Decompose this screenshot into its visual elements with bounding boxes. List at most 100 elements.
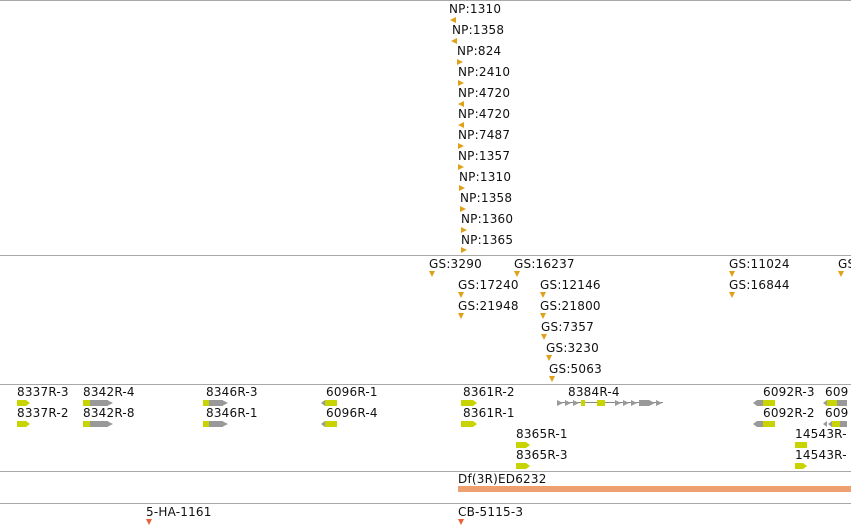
gene-label[interactable]: 6096R-1 [326,385,378,399]
np-marker-icon[interactable] [458,143,464,149]
np-label[interactable]: NP:1360 [461,212,514,226]
gene-feature[interactable] [203,421,228,427]
gene-label[interactable]: 14543R- [795,427,847,441]
np-marker-icon[interactable] [458,122,464,128]
gene-label[interactable]: 14543R- [795,448,847,462]
gene-feature[interactable] [83,421,113,427]
np-label[interactable]: NP:2410 [458,65,511,79]
gene-label[interactable]: 8384R-4 [568,385,620,399]
gs-marker-icon[interactable] [458,313,464,319]
np-marker-icon[interactable] [461,247,467,253]
gene-feature[interactable] [753,421,775,427]
np-label[interactable]: NP:824 [457,44,502,58]
gs-label[interactable]: GS:3290 [429,257,482,271]
insertion-track: 5-HA-1161 CB-5115-3 [0,504,851,528]
gs-label[interactable]: GS:5063 [549,362,602,376]
np-label[interactable]: NP:1310 [449,2,502,16]
np-label[interactable]: NP:1358 [460,191,513,205]
gs-label[interactable]: GS:11024 [729,257,790,271]
gene-label[interactable]: 8365R-1 [516,427,568,441]
np-label[interactable]: NP:1365 [461,233,514,247]
gene-label[interactable]: 609 [825,406,849,420]
np-marker-icon[interactable] [459,185,465,191]
np-marker-icon[interactable] [460,206,466,212]
gs-label[interactable]: GS: [838,257,851,271]
np-label[interactable]: NP:7487 [458,128,511,142]
np-label[interactable]: NP:4720 [458,107,511,121]
gene-feature[interactable] [557,400,663,406]
insertion-marker-icon[interactable] [146,519,152,525]
gene-feature[interactable] [823,421,847,427]
insertion-label[interactable]: CB-5115-3 [458,505,524,519]
gene-feature[interactable] [795,442,807,448]
gs-marker-icon[interactable] [546,355,552,361]
deficiency-label[interactable]: Df(3R)ED6232 [458,472,547,486]
np-label[interactable]: NP:1357 [458,149,511,163]
gs-marker-icon[interactable] [429,271,435,277]
deficiency-bar[interactable] [458,486,851,492]
gene-label[interactable]: 6092R-3 [763,385,815,399]
gene-feature[interactable] [516,442,530,448]
gs-label[interactable]: GS:21948 [458,299,519,313]
np-marker-icon[interactable] [451,38,457,44]
gene-label[interactable]: 609 [825,385,849,399]
np-marker-icon[interactable] [458,80,464,86]
np-label[interactable]: NP:1358 [452,23,505,37]
gene-label[interactable]: 6092R-2 [763,406,815,420]
gs-marker-icon[interactable] [458,292,464,298]
np-marker-icon[interactable] [458,101,464,107]
np-label[interactable]: NP:4720 [458,86,511,100]
gene-feature[interactable] [753,400,775,406]
gene-feature[interactable] [516,463,530,469]
np-marker-icon[interactable] [461,227,467,233]
gene-label[interactable]: 8337R-2 [17,406,69,420]
gs-marker-icon[interactable] [540,292,546,298]
gene-label[interactable]: 8342R-8 [83,406,135,420]
gene-label[interactable]: 8365R-3 [516,448,568,462]
gene-feature[interactable] [17,400,31,406]
gene-label[interactable]: 6096R-4 [326,406,378,420]
gs-label[interactable]: GS:21800 [540,299,601,313]
gs-label[interactable]: GS:16844 [729,278,790,292]
np-marker-icon[interactable] [458,164,464,170]
gene-feature[interactable] [17,421,31,427]
gene-label[interactable]: 8346R-3 [206,385,258,399]
gs-insertion-track: GS:3290 GS:16237 GS:11024 GS: GS:17240 G… [0,256,851,383]
gene-label[interactable]: 8342R-4 [83,385,135,399]
insertion-label[interactable]: 5-HA-1161 [146,505,212,519]
gs-marker-icon[interactable] [729,292,735,298]
gene-feature[interactable] [203,400,228,406]
gene-feature[interactable] [795,463,807,469]
gene-feature[interactable] [823,400,847,406]
deficiency-track: Df(3R)ED6232 [0,472,851,502]
np-label[interactable]: NP:1310 [459,170,512,184]
gene-label[interactable]: 8361R-2 [463,385,515,399]
gs-marker-icon[interactable] [540,313,546,319]
insertion-marker-icon[interactable] [458,519,464,525]
np-insertion-track: NP:1310 NP:1358 NP:824 NP:2410 NP:4720 N… [0,1,851,255]
track-separator [0,503,851,504]
gene-feature[interactable] [321,421,337,427]
track-separator [0,255,851,256]
gs-marker-icon[interactable] [729,271,735,277]
gene-feature[interactable] [461,400,477,406]
gs-marker-icon[interactable] [541,334,547,340]
gene-feature[interactable] [321,400,337,406]
gene-feature[interactable] [461,421,477,427]
track-separator [0,471,851,472]
gs-marker-icon[interactable] [838,271,844,277]
gs-marker-icon[interactable] [549,376,555,382]
gene-label[interactable]: 8337R-3 [17,385,69,399]
gs-label[interactable]: GS:17240 [458,278,519,292]
gene-feature[interactable] [83,400,113,406]
gs-marker-icon[interactable] [514,271,520,277]
np-marker-icon[interactable] [450,17,456,23]
gs-label[interactable]: GS:16237 [514,257,575,271]
np-marker-icon[interactable] [457,59,463,65]
gs-label[interactable]: GS:7357 [541,320,594,334]
gene-label[interactable]: 8346R-1 [206,406,258,420]
gs-label[interactable]: GS:12146 [540,278,601,292]
track-separator [0,0,851,1]
gs-label[interactable]: GS:3230 [546,341,599,355]
gene-label[interactable]: 8361R-1 [463,406,515,420]
